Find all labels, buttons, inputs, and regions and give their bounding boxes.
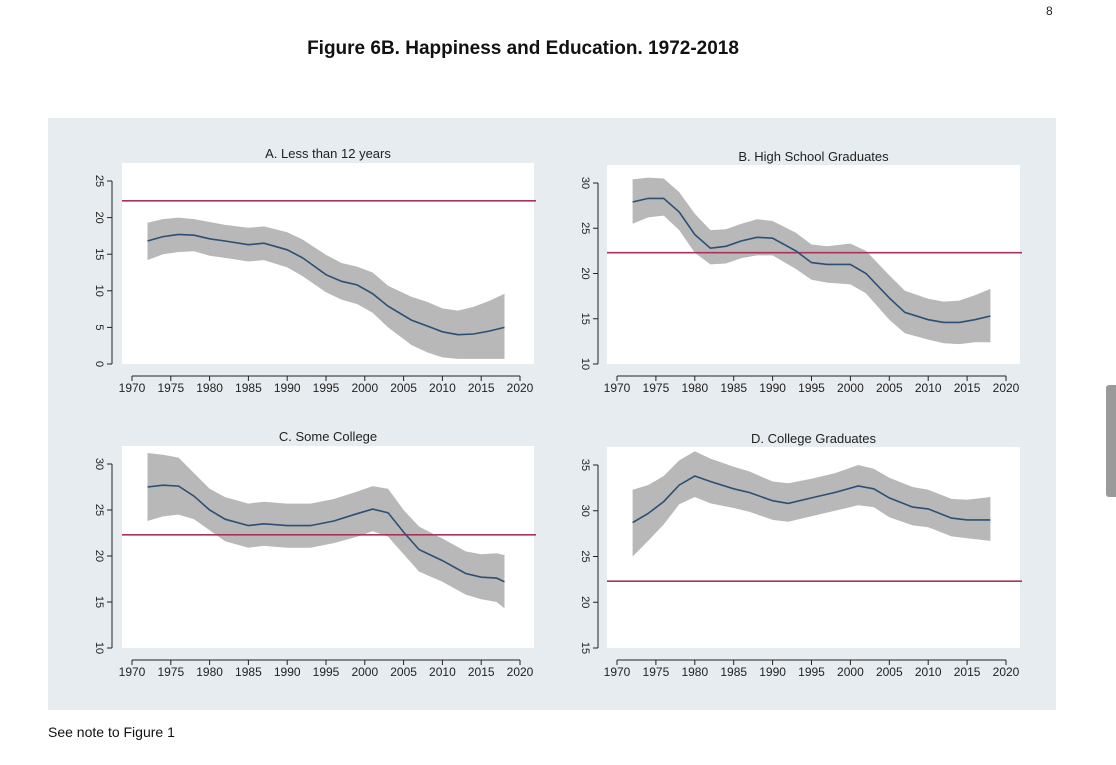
confidence-band: [147, 453, 505, 609]
x-tick-label: 2000: [351, 665, 378, 679]
x-tick-label: 2010: [429, 381, 456, 395]
x-tick-label: 1995: [798, 665, 825, 679]
panel-title: A. Less than 12 years: [265, 146, 391, 161]
x-tick-label: 1975: [643, 381, 670, 395]
x-tick-label: 1985: [720, 381, 747, 395]
x-tick-label: 1975: [643, 665, 670, 679]
x-tick-label: 2005: [876, 381, 903, 395]
y-tick-label: 20: [93, 550, 105, 562]
y-tick-label: 10: [93, 285, 105, 297]
x-tick-label: 2020: [993, 665, 1020, 679]
x-tick-label: 2020: [507, 381, 534, 395]
x-tick-label: 2015: [954, 665, 981, 679]
x-tick-label: 2005: [876, 665, 903, 679]
x-tick-label: 2020: [507, 665, 534, 679]
x-tick-label: 1980: [681, 381, 708, 395]
y-tick-label: 15: [579, 313, 591, 325]
x-tick-label: 2015: [468, 665, 495, 679]
y-tick-label: 20: [579, 267, 591, 279]
x-tick-label: 1975: [157, 665, 184, 679]
figure-title: Figure 6B. Happiness and Education. 1972…: [307, 38, 739, 59]
chart-panel-a: 0 5 10 15 20 25 1970 1975 1980 1985 1990 1995 2000 20…: [93, 146, 536, 395]
x-tick-label: 1975: [157, 381, 184, 395]
series-line: [632, 197, 991, 324]
x-tick-label: 1990: [274, 665, 301, 679]
x-tick-label: 1995: [313, 665, 340, 679]
y-tick-label: 5: [93, 324, 105, 330]
x-tick-label: 2015: [954, 381, 981, 395]
y-tick-label: 25: [93, 504, 105, 516]
y-tick-label: 15: [579, 642, 591, 654]
x-tick-label: 1980: [681, 665, 708, 679]
x-tick-label: 1980: [196, 381, 223, 395]
x-tick-label: 2000: [837, 381, 864, 395]
page-number: 8: [1046, 4, 1053, 18]
y-tick-label: 15: [93, 248, 105, 260]
y-tick-label: 25: [579, 222, 591, 234]
chart-panel-b: 10 15 20 25 30 1970 1975 1980 1985 1990 1995 2000 20…: [579, 149, 1022, 395]
panel-title: D. College Graduates: [751, 431, 877, 446]
x-tick-label: 1970: [604, 665, 631, 679]
x-tick-label: 1990: [274, 381, 301, 395]
y-tick-label: 30: [579, 177, 591, 189]
x-tick-label: 1995: [798, 381, 825, 395]
x-tick-label: 2010: [429, 665, 456, 679]
scrollbar-thumb[interactable]: [1106, 385, 1116, 497]
series-line: [147, 484, 505, 583]
confidence-band: [147, 217, 505, 359]
x-tick-label: 1970: [119, 665, 146, 679]
x-tick-label: 2000: [351, 381, 378, 395]
x-tick-label: 1970: [604, 381, 631, 395]
y-tick-label: 0: [93, 361, 105, 367]
x-tick-label: 2005: [390, 381, 417, 395]
y-tick-label: 15: [93, 596, 105, 608]
y-tick-label: 10: [579, 358, 591, 370]
x-tick-label: 1985: [235, 381, 262, 395]
x-tick-label: 2015: [468, 381, 495, 395]
y-tick-label: 25: [579, 550, 591, 562]
confidence-band: [632, 451, 991, 557]
y-tick-label: 25: [93, 175, 105, 187]
y-tick-label: 35: [579, 459, 591, 471]
figure-note: See note to Figure 1: [48, 724, 175, 740]
chart-panel-d: 15 20 25 30 35 1970 1975 1980 1985 1990 1995 2000 20…: [579, 431, 1022, 679]
x-tick-label: 1990: [759, 381, 786, 395]
x-tick-label: 1970: [119, 381, 146, 395]
x-tick-label: 1980: [196, 665, 223, 679]
y-tick-label: 30: [579, 505, 591, 517]
y-tick-label: 10: [93, 642, 105, 654]
x-tick-label: 1985: [235, 665, 262, 679]
x-tick-label: 2010: [915, 381, 942, 395]
x-tick-label: 2010: [915, 665, 942, 679]
series-line: [632, 475, 991, 524]
confidence-band: [632, 177, 991, 345]
x-tick-label: 1985: [720, 665, 747, 679]
y-tick-label: 30: [93, 458, 105, 470]
series-line: [147, 233, 505, 336]
x-tick-label: 1990: [759, 665, 786, 679]
x-tick-label: 1995: [313, 381, 340, 395]
x-tick-label: 2000: [837, 665, 864, 679]
x-tick-label: 2020: [993, 381, 1020, 395]
y-tick-label: 20: [93, 211, 105, 223]
panel-title: B. High School Graduates: [738, 149, 889, 164]
y-tick-label: 20: [579, 596, 591, 608]
panel-title: C. Some College: [279, 429, 377, 444]
x-tick-label: 2005: [390, 665, 417, 679]
chart-panel-c: 10 15 20 25 30 1970 1975 1980 1985 1990 1995 2000 20…: [93, 429, 536, 679]
